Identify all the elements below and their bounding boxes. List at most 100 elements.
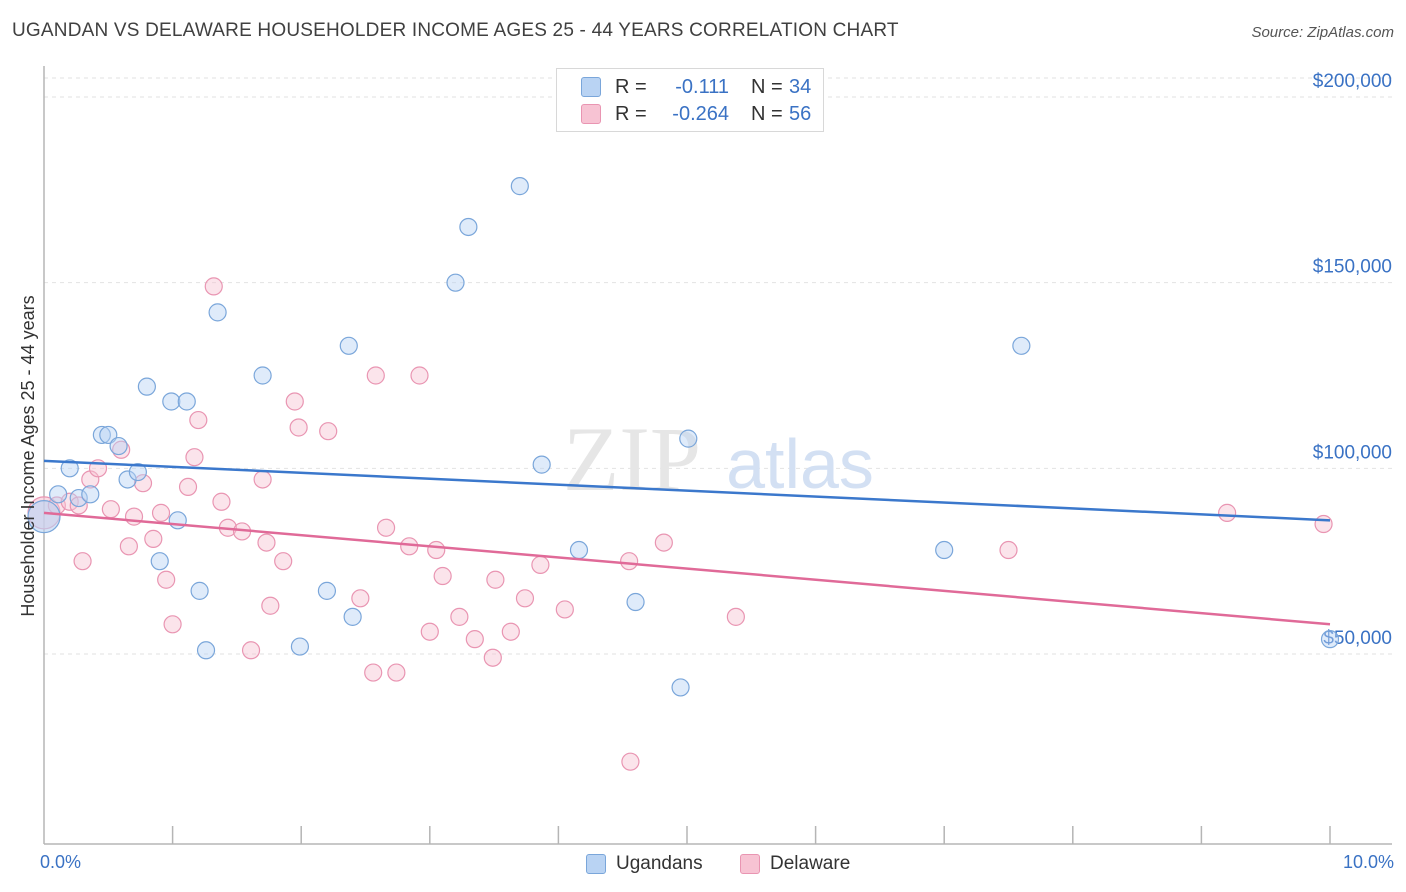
- ugandans-point: [935, 540, 954, 560]
- delaware-point: [515, 589, 535, 608]
- ugandans-point: [109, 436, 128, 456]
- delaware-point: [501, 622, 520, 641]
- ugandans-point: [99, 425, 118, 445]
- delaware-point: [999, 540, 1018, 560]
- delaware-point: [420, 622, 439, 641]
- legend-row-ugandans: R = -0.111 N = 34: [581, 74, 811, 100]
- n-label: N =: [751, 102, 783, 125]
- ugandans-point: [60, 459, 79, 478]
- ugandans-point: [1012, 336, 1031, 355]
- n-label: N =: [751, 75, 783, 98]
- delaware-point: [124, 507, 144, 526]
- delaware-point: [163, 615, 182, 634]
- delaware-point: [274, 552, 293, 571]
- delaware-point: [257, 533, 276, 552]
- delaware-point: [119, 537, 138, 556]
- delaware-point: [178, 477, 198, 496]
- ugandans-point: [128, 462, 147, 482]
- x-tick-label-max: 10.0%: [1343, 852, 1394, 872]
- y-axis-label: Householder Income Ages 25 - 44 years: [18, 295, 38, 616]
- delaware-point: [151, 503, 171, 522]
- delaware-point: [351, 589, 370, 608]
- ugandans-point: [253, 366, 272, 385]
- legend-row-delaware: R = -0.264 N = 56: [581, 101, 811, 127]
- delaware-point: [73, 552, 92, 571]
- y-tick-labels: $50,000 $100,000 $150,000 $200,000: [1313, 71, 1392, 649]
- ugandans-point: [446, 273, 465, 292]
- ugandans-trend-line: [43, 459, 1331, 522]
- ugandans-point: [671, 678, 690, 697]
- ugandans-point: [1320, 630, 1340, 649]
- x-tick-label-min: 0.0%: [40, 852, 81, 872]
- grid-lines: [44, 77, 1392, 655]
- ugandans-point: [69, 488, 88, 508]
- n-value: 34: [789, 75, 812, 98]
- delaware-point: [364, 663, 383, 682]
- delaware-point: [427, 540, 446, 560]
- delaware-point: [212, 492, 231, 511]
- watermark-atlas: atlas: [726, 425, 874, 503]
- legend-item-delaware: Delaware: [740, 852, 850, 876]
- ugandans-point: [150, 552, 169, 571]
- delaware-point: [69, 496, 88, 515]
- ugandans-point: [196, 641, 216, 660]
- ugandans-point: [510, 177, 529, 196]
- delaware-point: [366, 366, 385, 385]
- delaware-point: [410, 366, 429, 385]
- delaware-point: [654, 533, 673, 552]
- ugandans-point: [532, 455, 551, 474]
- delaware-point: [1314, 514, 1333, 534]
- ugandans-points: [27, 177, 1340, 697]
- blue-swatch: [581, 77, 601, 97]
- ugandans-point: [679, 429, 698, 448]
- pink-swatch: [581, 104, 601, 124]
- ugandans-point: [27, 500, 61, 534]
- n-value: 56: [789, 102, 812, 125]
- delaware-point: [483, 648, 502, 667]
- ugandans-point: [339, 336, 358, 355]
- source-label: Source: ZipAtlas.com: [1251, 24, 1394, 41]
- delaware-point: [1218, 503, 1237, 522]
- delaware-point: [486, 570, 505, 589]
- trend-lines: [43, 459, 1331, 626]
- delaware-trend-line: [43, 511, 1331, 626]
- legend-label-delaware: Delaware: [770, 853, 851, 874]
- ugandans-point: [49, 485, 68, 504]
- ugandans-point: [343, 607, 362, 626]
- delaware-point: [531, 555, 550, 574]
- ugandans-point: [81, 485, 100, 504]
- ugandans-point: [626, 592, 645, 612]
- y-tick-label: $200,000: [1313, 71, 1392, 92]
- blue-swatch: [586, 854, 606, 874]
- delaware-point: [555, 600, 574, 619]
- delaware-point: [465, 630, 484, 649]
- chart-title: UGANDAN VS DELAWARE HOUSEHOLDER INCOME A…: [12, 20, 899, 41]
- delaware-point: [450, 607, 469, 626]
- y-tick-label: $150,000: [1313, 257, 1392, 278]
- delaware-point: [241, 641, 261, 660]
- delaware-point: [621, 752, 640, 771]
- delaware-point: [387, 663, 406, 682]
- r-label: R =: [615, 75, 647, 98]
- delaware-point: [726, 607, 745, 626]
- ugandans-point: [190, 581, 209, 600]
- y-tick-label: $50,000: [1323, 628, 1392, 649]
- delaware-point: [253, 470, 272, 489]
- r-value: -0.264: [672, 102, 729, 125]
- delaware-point: [101, 500, 120, 519]
- ugandans-point: [137, 377, 156, 396]
- delaware-point: [400, 537, 419, 556]
- y-tick-label: $100,000: [1313, 442, 1392, 463]
- delaware-point: [289, 418, 308, 437]
- legend-item-ugandans: Ugandans: [586, 852, 703, 876]
- delaware-point: [133, 474, 153, 493]
- ugandans-point: [168, 511, 187, 530]
- delaware-point: [144, 529, 163, 548]
- delaware-point: [376, 518, 396, 537]
- ugandans-point: [569, 540, 589, 560]
- x-ticks: [171, 826, 1331, 844]
- delaware-point: [261, 596, 280, 615]
- watermark-zip: ZIP: [563, 408, 701, 510]
- delaware-point: [285, 392, 304, 411]
